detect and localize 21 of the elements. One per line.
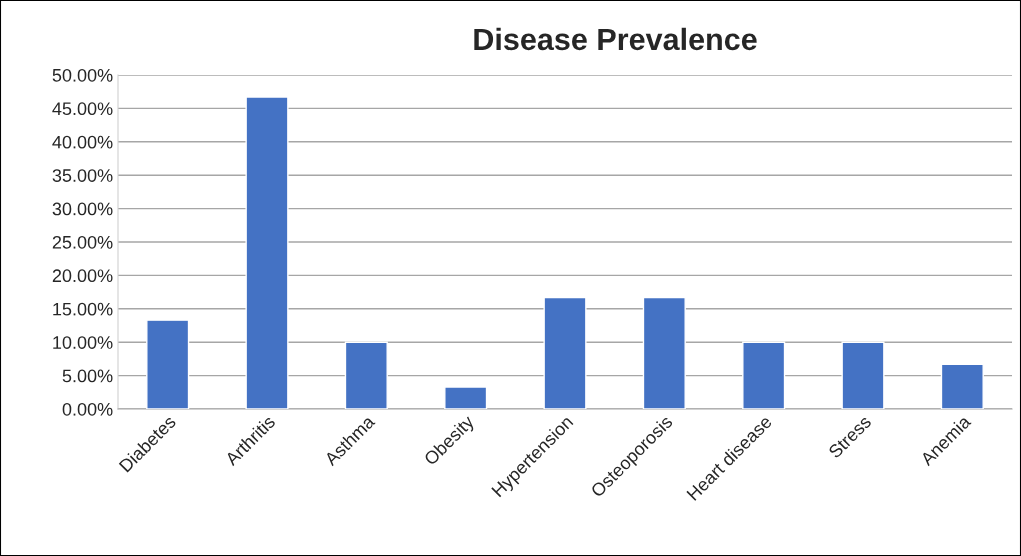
bar — [742, 341, 786, 409]
y-tick-label: 0.00% — [62, 402, 113, 416]
bar — [543, 296, 587, 409]
y-tick-label: 25.00% — [52, 235, 113, 249]
y-tick-label: 30.00% — [52, 202, 113, 216]
bar — [344, 341, 388, 409]
y-tick-label: 20.00% — [52, 269, 113, 283]
y-tick-label: 5.00% — [62, 369, 113, 383]
bar — [940, 363, 984, 409]
bar — [444, 386, 488, 409]
y-tick-label: 15.00% — [53, 302, 113, 316]
bar — [642, 296, 686, 409]
y-tick-label: 40.00% — [52, 135, 113, 149]
bar — [245, 96, 289, 409]
y-tick-label: 10.00% — [53, 336, 113, 349]
y-tick-label: 50.00% — [52, 68, 113, 82]
y-tick-label: 45.00% — [52, 102, 113, 116]
bar — [146, 319, 190, 409]
bar — [841, 341, 885, 409]
chart-title: Disease Prevalence — [474, 27, 757, 51]
y-tick-label: 35.00% — [52, 169, 113, 182]
